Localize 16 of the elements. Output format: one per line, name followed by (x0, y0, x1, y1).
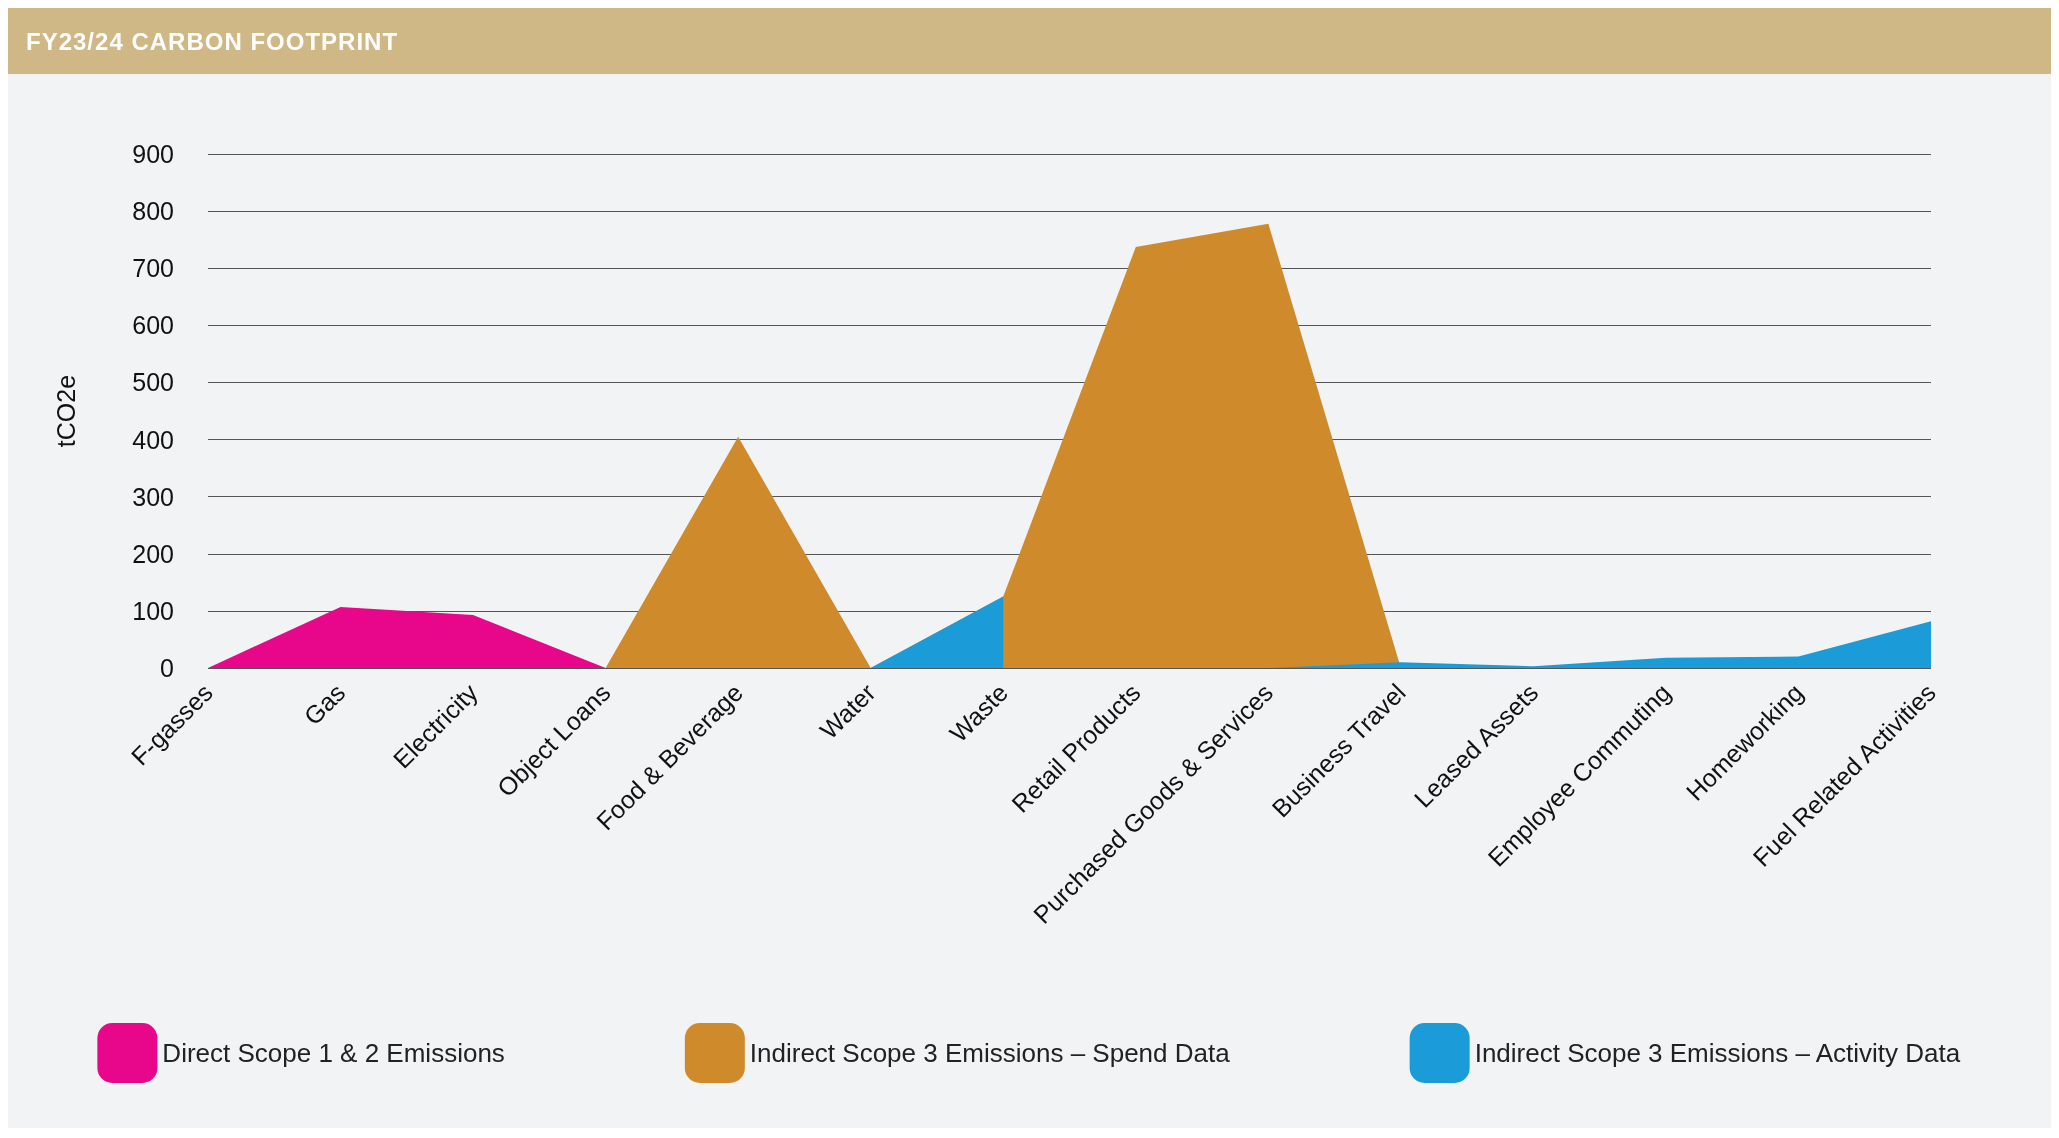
y-tick-label: 300 (132, 482, 174, 511)
y-tick-label: 400 (132, 425, 174, 454)
y-tick-label: 900 (132, 140, 174, 168)
y-tick-label: 600 (132, 311, 174, 340)
y-tick-label: 500 (132, 368, 174, 397)
x-tick-label: Gas (298, 678, 351, 731)
y-axis-title: tCO2e (51, 374, 80, 448)
legend-label: Indirect Scope 3 Emissions – Activity Data (1474, 1038, 1961, 1068)
y-tick-label: 700 (132, 254, 174, 283)
y-tick-label: 200 (132, 539, 174, 568)
y-tick-label: 800 (132, 197, 174, 226)
chart-title: FY23/24 CARBON FOOTPRINT (8, 8, 2051, 74)
y-tick-label: 0 (160, 654, 174, 682)
legend-label: Indirect Scope 3 Emissions – Spend Data (749, 1038, 1231, 1068)
legend-label: Direct Scope 1 & 2 Emissions (162, 1038, 505, 1068)
y-tick-label: 100 (132, 596, 174, 625)
